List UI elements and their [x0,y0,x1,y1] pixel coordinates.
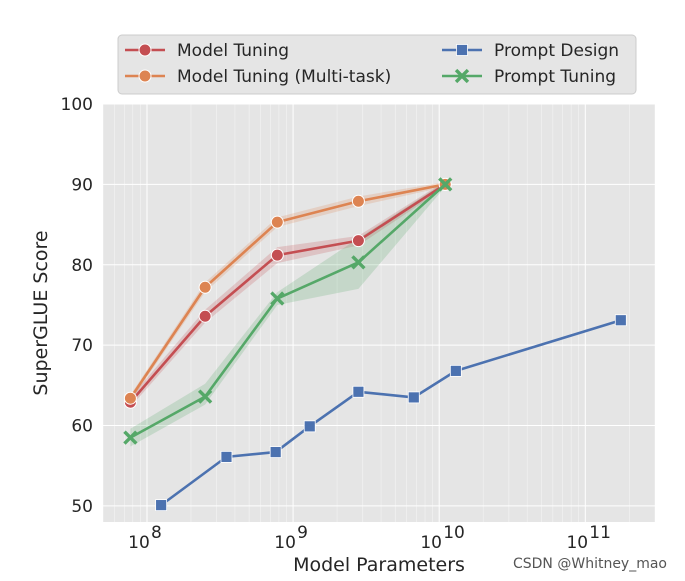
legend-label: Prompt Tuning [494,67,616,87]
grid [102,103,656,522]
y-tick-labels: 50 60 70 80 90 100 [61,95,93,517]
legend-box [117,34,637,95]
series-markers [123,177,627,512]
x-tick-label: 10 [420,533,442,553]
y-tick-label: 60 [71,417,93,437]
x-tick-labels: 10 8 10 9 10 10 10 11 [128,523,611,553]
data-point [270,291,285,306]
data-point [155,499,168,512]
y-tick-label: 90 [71,175,93,195]
data-point [303,420,316,433]
confidence-band [130,181,446,447]
data-point [449,364,462,377]
y-axis-label: SuperGLUE Score [30,230,52,395]
watermark: CSDN @Whitney_mao [513,556,667,572]
data-point [270,248,284,262]
legend-label: Model Tuning [177,41,289,61]
data-point [123,430,138,445]
y-tick-label: 100 [61,95,93,115]
y-tick-label: 70 [71,336,93,356]
plot-area [102,103,656,522]
data-point [352,385,365,398]
data-point [351,194,365,208]
data-point [198,280,212,294]
x-tick-label: 10 [566,533,588,553]
data-point [438,177,453,192]
data-point [198,309,212,323]
x-axis-label: Model Parameters [293,554,465,576]
data-point [454,68,470,84]
data-point [138,43,152,57]
data-point [614,314,627,327]
confidence-bands [130,181,446,447]
confidence-band [130,181,446,408]
data-point [138,69,152,83]
data-point [351,234,365,248]
series-line [160,318,622,507]
data-point [220,450,233,463]
y-tick-label: 50 [71,497,93,517]
data-point [123,391,137,405]
legend-items: Model Tuning Model Tuning (Multi-task) Pro… [125,41,619,87]
data-point [456,44,468,56]
x-tick-exponent: 9 [297,523,308,543]
data-point [270,215,284,229]
data-point [351,255,366,270]
y-tick-label: 80 [71,256,93,276]
x-tick-exponent: 11 [589,523,611,543]
legend-label: Model Tuning (Multi-task) [177,67,391,87]
data-point [197,389,213,404]
x-tick-label: 10 [128,533,150,553]
x-tick-label: 10 [274,533,296,553]
x-tick-exponent: 10 [443,523,465,543]
plot-background [103,104,655,522]
x-tick-exponent: 8 [151,523,162,543]
legend: Model Tuning Model Tuning (Multi-task) Pro… [117,34,637,95]
data-point [269,446,282,458]
legend-label: Prompt Design [494,41,619,61]
data-point [407,391,420,404]
